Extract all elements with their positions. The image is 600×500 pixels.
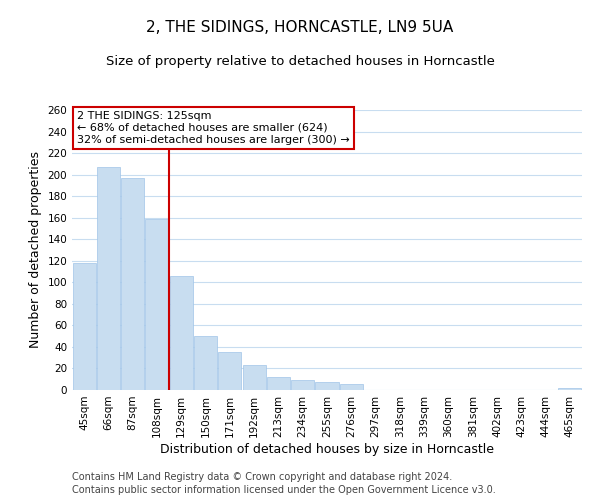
Bar — [170, 276, 193, 390]
Bar — [340, 384, 363, 390]
Text: Contains HM Land Registry data © Crown copyright and database right 2024.: Contains HM Land Registry data © Crown c… — [72, 472, 452, 482]
Bar — [316, 382, 338, 390]
Y-axis label: Number of detached properties: Number of detached properties — [29, 152, 42, 348]
Bar — [242, 365, 266, 390]
Text: 2 THE SIDINGS: 125sqm
← 68% of detached houses are smaller (624)
32% of semi-det: 2 THE SIDINGS: 125sqm ← 68% of detached … — [77, 112, 350, 144]
Text: Size of property relative to detached houses in Horncastle: Size of property relative to detached ho… — [106, 55, 494, 68]
Bar — [267, 377, 290, 390]
Bar — [97, 167, 120, 390]
Bar — [218, 352, 241, 390]
Bar — [145, 219, 169, 390]
Text: 2, THE SIDINGS, HORNCASTLE, LN9 5UA: 2, THE SIDINGS, HORNCASTLE, LN9 5UA — [146, 20, 454, 35]
Bar — [73, 263, 95, 390]
Bar — [291, 380, 314, 390]
Bar — [194, 336, 217, 390]
Text: Contains public sector information licensed under the Open Government Licence v3: Contains public sector information licen… — [72, 485, 496, 495]
Bar — [121, 178, 144, 390]
Bar — [559, 388, 581, 390]
X-axis label: Distribution of detached houses by size in Horncastle: Distribution of detached houses by size … — [160, 442, 494, 456]
